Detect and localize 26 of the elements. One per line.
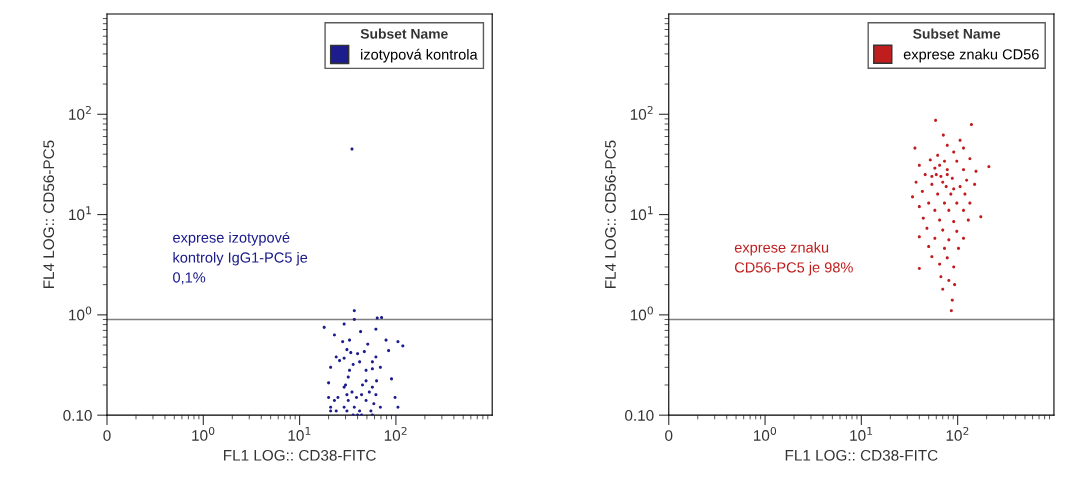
legend-label: izotypová kontrola xyxy=(361,48,478,63)
y-axis-title: FL4 LOG:: CD56-PC5 xyxy=(43,140,55,289)
y-tick-label: 10$^{0}$ xyxy=(630,306,653,321)
y-tick-label: 0.10 xyxy=(63,410,92,421)
x-tick-label: 10$^{2}$ xyxy=(384,426,407,441)
y-tick-label: 10$^{2}$ xyxy=(69,105,91,120)
y-tick-label: 10$^{2}$ xyxy=(630,105,653,120)
x-axis-title: FL1 LOG:: CD38-FITC xyxy=(785,449,938,461)
x-axis-title: FL1 LOG:: CD38-FITC xyxy=(224,449,376,461)
y-tick-label: 10$^{1}$ xyxy=(69,206,91,221)
x-tick-label: 10$^{0}$ xyxy=(753,426,777,441)
x-tick-label: 0 xyxy=(665,430,673,441)
y-tick-label: 0.10 xyxy=(625,410,654,421)
y-tick-label: 10$^{1}$ xyxy=(630,206,653,221)
legend-title: Subset Name xyxy=(913,28,1001,39)
legend-label: exprese znaku CD56 xyxy=(903,48,1039,63)
x-tick-label: 10$^{1}$ xyxy=(288,427,311,441)
x-tick-label: 10$^{2}$ xyxy=(946,426,969,441)
legend-title: Subset Name xyxy=(360,28,448,39)
x-tick-label: 0 xyxy=(103,430,111,441)
y-tick-label: 10$^{0}$ xyxy=(69,306,92,321)
annotation: exprese izotypové kontroly IgG1-PC5 je 0,1% xyxy=(173,231,308,285)
y-axis-title: FL4 LOG:: CD56-PC5 xyxy=(605,140,616,289)
x-tick-label: 10$^{1}$ xyxy=(850,427,873,441)
x-tick-label: 10$^{0}$ xyxy=(192,426,215,441)
annotation: exprese znaku CD56-PC5 je 98% xyxy=(734,241,853,276)
